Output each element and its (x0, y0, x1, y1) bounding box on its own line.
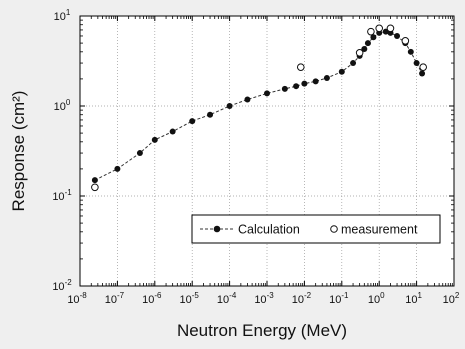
measurement-point (419, 63, 427, 71)
calculation-point (407, 48, 414, 55)
series-measurement (91, 24, 427, 192)
x-tick-label: 10-1 (329, 291, 349, 306)
series-calculation (91, 28, 426, 184)
x-tick-label: 10-2 (292, 291, 312, 306)
y-tick-label: 100 (54, 98, 71, 113)
series-layer (91, 24, 427, 192)
y-axis-title: Response (cm²) (9, 91, 28, 212)
calculation-point (350, 60, 357, 67)
calculation-point (370, 34, 377, 41)
measurement-point (375, 24, 384, 33)
calculation-point (394, 32, 401, 39)
x-tick-label: 10-8 (67, 291, 87, 306)
measurement-point (386, 24, 395, 33)
calculation-point (114, 165, 121, 172)
calculation-point (136, 150, 143, 157)
calculation-point (361, 45, 368, 52)
calculation-point (169, 128, 176, 135)
x-tick-label: 100 (368, 291, 385, 306)
calculation-point (151, 136, 158, 143)
x-tick-labels: 10-8 10-7 10-6 10-5 10-4 10-3 10-2 10-1 100 101 10… (67, 291, 460, 306)
legend-box (191, 214, 441, 244)
x-tick-label: 10-4 (217, 291, 237, 306)
calculation-point (413, 60, 420, 67)
x-tick-label: 10-7 (105, 291, 125, 306)
x-tick-label: 10-3 (254, 291, 274, 306)
calculation-point (293, 83, 300, 90)
x-tick-label: 102 (443, 291, 460, 306)
x-tick-label: 10-6 (142, 291, 162, 306)
plot-frame (79, 15, 455, 287)
legend-measurement-marker (330, 225, 338, 233)
calculation-point (226, 103, 233, 109)
legend: Calculation measurement (191, 214, 441, 244)
y-tick-label: 10-2 (52, 278, 72, 293)
legend-calculation-label: Calculation (238, 223, 300, 237)
measurement-point (355, 49, 364, 57)
y-tick-label: 101 (54, 8, 71, 23)
calculation-point (364, 40, 371, 47)
x-tick-label: 101 (405, 291, 422, 306)
calculation-point (244, 96, 251, 103)
x-axis-title: Neutron Energy (MeV) (177, 321, 347, 340)
x-tick-label: 10-5 (180, 291, 200, 306)
calculation-point (338, 68, 345, 75)
calculation-point (281, 85, 288, 92)
calculation-point (91, 177, 98, 184)
calculation-point (312, 78, 319, 85)
measurement-point (296, 63, 305, 71)
measurement-point (367, 27, 375, 36)
measurement-point (91, 183, 99, 192)
calculation-point (323, 74, 330, 81)
calculation-point (207, 111, 214, 118)
legend-measurement-label: measurement (341, 223, 418, 237)
calculation-point (419, 70, 426, 77)
y-tick-label: 10-1 (52, 188, 72, 203)
y-tick-labels: 10-2 10-1 100 101 (52, 8, 72, 293)
legend-calculation-marker (213, 225, 221, 233)
measurement-point (401, 37, 410, 45)
calculation-point (189, 118, 196, 125)
calculation-point (301, 80, 308, 87)
calculation-point (264, 90, 270, 97)
